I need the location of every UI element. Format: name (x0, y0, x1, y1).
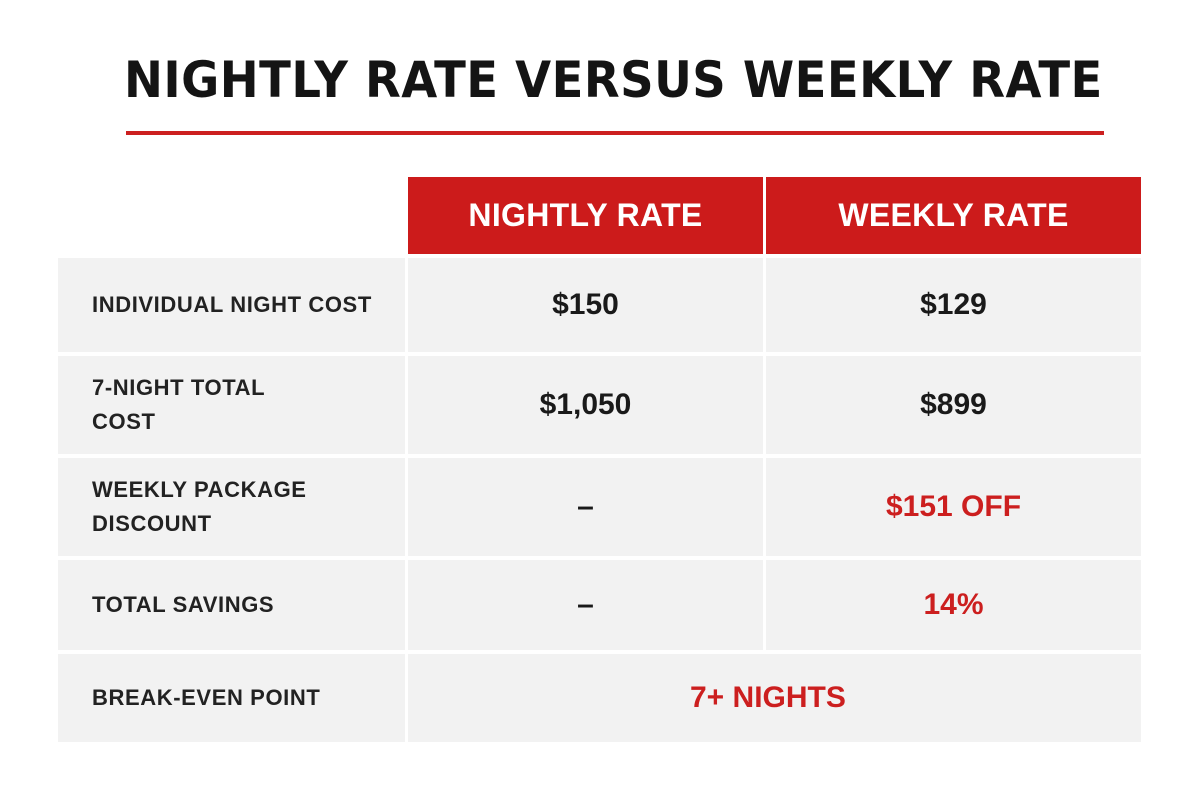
cell-weekly-7-night-total-cost: $899 (766, 356, 1141, 454)
cell-nightly-total-savings: – (408, 560, 763, 650)
row-label-individual-night-cost: INDIVIDUAL NIGHT COST (58, 258, 405, 352)
cell-nightly-individual-night-cost: $150 (408, 258, 763, 352)
row-label-total-savings: TOTAL SAVINGS (58, 560, 405, 650)
page-title: NIGHTLY RATE VERSUS WEEKLY RATE (124, 51, 1103, 109)
row-label-weekly-package-discount: WEEKLY PACKAGE DISCOUNT (58, 458, 405, 556)
row-label-7-night-total-cost: 7-NIGHT TOTAL COST (58, 356, 405, 454)
column-header-nightly-rate: NIGHTLY RATE (408, 177, 763, 254)
cell-nightly-weekly-package-discount: – (408, 458, 763, 556)
cell-weekly-weekly-package-discount: $151 OFF (766, 458, 1141, 556)
column-header-weekly-rate: WEEKLY RATE (766, 177, 1141, 254)
cell-nightly-7-night-total-cost: $1,050 (408, 356, 763, 454)
cell-merged-break-even-point: 7+ NIGHTS (408, 654, 1141, 742)
cell-weekly-individual-night-cost: $129 (766, 258, 1141, 352)
cell-weekly-total-savings: 14% (766, 560, 1141, 650)
row-label-break-even-point: BREAK-EVEN POINT (58, 654, 405, 742)
title-underline (126, 131, 1104, 135)
